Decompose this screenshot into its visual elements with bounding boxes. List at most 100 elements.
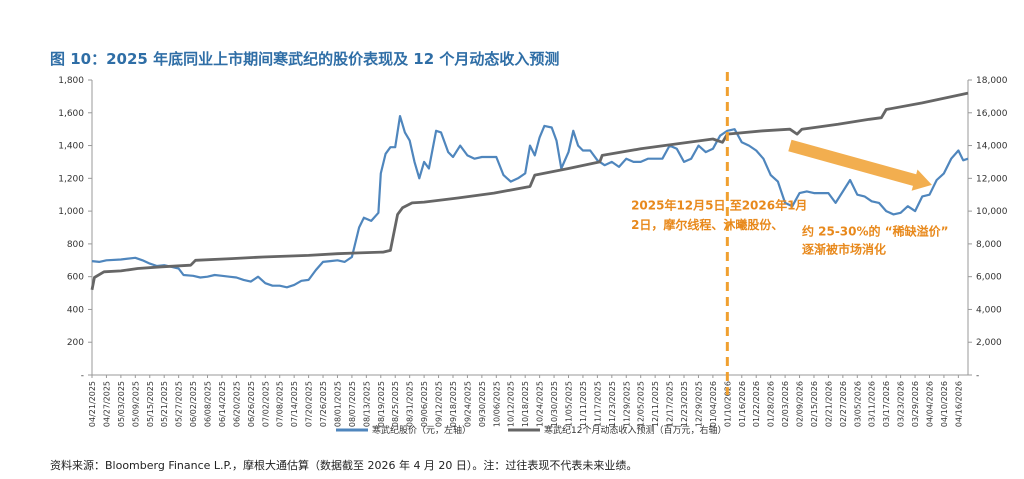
y-right-tick-label: 12,000 <box>976 174 1008 184</box>
x-tick-label: 11/05/2025 <box>565 381 574 427</box>
x-tick-label: 05/15/2025 <box>146 381 155 427</box>
y-right-tick-label: 2,000 <box>976 338 1002 348</box>
x-tick-label: 08/31/2025 <box>406 381 415 427</box>
y-left-tick-label: 1,800 <box>58 76 84 86</box>
x-tick-label: 12/11/2025 <box>651 381 660 427</box>
y-left-tick-label: 600 <box>67 273 84 283</box>
x-tick-label: 07/14/2025 <box>290 381 299 427</box>
source-note: 资料来源：Bloomberg Finance L.P.，摩根大通估算（数据截至 … <box>50 459 638 472</box>
figure-title: 图 10：2025 年底同业上市期间寒武纪的股价表现及 12 个月动态收入预测 <box>50 50 560 68</box>
x-tick-label: 02/21/2026 <box>824 381 833 427</box>
x-tick-label: 11/17/2025 <box>593 381 602 427</box>
x-tick-label: 12/17/2025 <box>666 381 675 427</box>
x-tick-label: 04/16/2026 <box>954 381 963 427</box>
x-tick-label: 09/30/2025 <box>478 381 487 427</box>
x-tick-label: 05/03/2025 <box>117 381 126 427</box>
revenue-series-line <box>90 91 969 291</box>
x-tick-label: 06/26/2025 <box>247 381 256 427</box>
x-axis-tick-labels: 04/21/2025 04/27/2025 05/03/2025 05/09/2025… <box>88 381 963 427</box>
x-tick-label: 03/05/2026 <box>853 381 862 427</box>
y-right-tick-label: 10,000 <box>976 207 1008 217</box>
x-tick-label: 05/09/2025 <box>131 381 140 427</box>
annotation-text: 2日，摩尔线程、沐曦股份、 <box>631 217 783 232</box>
x-tick-label: 02/03/2026 <box>781 381 790 427</box>
x-tick-label: 10/30/2025 <box>550 381 559 427</box>
x-tick-label: 06/08/2025 <box>204 381 213 427</box>
y-right-tick-label: 16,000 <box>976 109 1008 119</box>
x-tick-label: 07/20/2025 <box>305 381 314 427</box>
x-tick-label: 06/02/2025 <box>189 381 198 427</box>
x-tick-label: 01/04/2026 <box>709 381 718 427</box>
x-tick-label: 04/27/2025 <box>102 381 111 427</box>
axes <box>88 79 972 378</box>
annotations: 2025年12月5日 至2026年1月 2日，摩尔线程、沐曦股份、 约 25-30%… <box>631 72 948 395</box>
x-tick-label: 10/06/2025 <box>492 381 501 427</box>
x-tick-label: 10/24/2025 <box>536 381 545 427</box>
y-left-tick-label: - <box>81 371 84 381</box>
trend-arrow <box>788 139 932 191</box>
y-right-tick-label: 6,000 <box>976 273 1002 283</box>
y-right-tick-label: 8,000 <box>976 240 1002 250</box>
x-tick-label: 04/10/2026 <box>940 381 949 427</box>
y-right-tick-label: 18,000 <box>976 76 1008 86</box>
series-lines <box>90 91 969 291</box>
x-tick-label: 01/10/2026 <box>723 381 732 427</box>
y-left-tick-label: 1,000 <box>58 207 84 217</box>
annotation-text: 逐渐被市场消化 <box>802 242 886 257</box>
x-tick-label: 08/25/2025 <box>391 381 400 427</box>
x-tick-label: 07/08/2025 <box>276 381 285 427</box>
x-tick-label: 11/23/2025 <box>608 381 617 427</box>
legend-price-label: 寒武纪股价（元，左轴） <box>372 424 471 436</box>
legend-revenue-label: 寒武纪12个月动态收入预测（百万元，右轴） <box>544 424 726 436</box>
x-tick-label: 10/12/2025 <box>507 381 516 427</box>
x-tick-label: 08/13/2025 <box>362 381 371 427</box>
y-axis-left-tick-labels: - 200 400 600 800 1,000 1,200 1,400 1,600 1,800 <box>58 76 84 381</box>
y-left-tick-label: 400 <box>67 305 84 315</box>
x-tick-label: 12/05/2025 <box>637 381 646 427</box>
x-tick-label: 01/16/2026 <box>738 381 747 427</box>
x-tick-label: 10/18/2025 <box>521 381 530 427</box>
y-right-tick-label: 14,000 <box>976 142 1008 152</box>
y-right-tick-label: - <box>976 371 979 381</box>
x-tick-label: 04/04/2026 <box>925 381 934 427</box>
x-tick-label: 05/21/2025 <box>160 381 169 427</box>
legend: 寒武纪股价（元，左轴） 寒武纪12个月动态收入预测（百万元，右轴） <box>336 424 726 436</box>
y-left-tick-label: 800 <box>67 240 84 250</box>
x-tick-label: 05/27/2025 <box>175 381 184 427</box>
x-tick-label: 12/29/2025 <box>694 381 703 427</box>
x-tick-label: 02/15/2026 <box>810 381 819 427</box>
x-tick-label: 03/23/2026 <box>897 381 906 427</box>
annotation-text: 2025年12月5日 至2026年1月 <box>631 197 807 212</box>
y-left-tick-label: 1,200 <box>58 174 84 184</box>
x-tick-label: 08/19/2025 <box>377 381 386 427</box>
x-tick-label: 02/09/2026 <box>796 381 805 427</box>
y-left-tick-label: 1,400 <box>58 142 84 152</box>
x-tick-label: 09/06/2025 <box>420 381 429 427</box>
y-axis-right-tick-labels: - 2,000 4,000 6,000 8,000 10,000 12,000 14,000 1… <box>976 76 1008 381</box>
x-tick-label: 09/12/2025 <box>435 381 444 427</box>
x-tick-label: 01/28/2026 <box>767 381 776 427</box>
x-tick-label: 09/18/2025 <box>449 381 458 427</box>
x-tick-label: 08/07/2025 <box>348 381 357 427</box>
y-right-tick-label: 4,000 <box>976 305 1002 315</box>
x-tick-label: 06/14/2025 <box>218 381 227 427</box>
x-tick-label: 09/24/2025 <box>463 381 472 427</box>
x-tick-label: 08/01/2025 <box>333 381 342 427</box>
x-tick-label: 03/29/2026 <box>911 381 920 427</box>
price-series-line <box>91 114 969 289</box>
x-tick-label: 11/29/2025 <box>622 381 631 427</box>
x-tick-label: 03/17/2026 <box>882 381 891 427</box>
x-tick-label: 06/20/2025 <box>232 381 241 427</box>
annotation-text: 约 25-30%的 “稀缺溢价” <box>802 224 949 239</box>
y-left-tick-label: 1,600 <box>58 109 84 119</box>
x-tick-label: 01/22/2026 <box>752 381 761 427</box>
x-tick-label: 03/11/2026 <box>868 381 877 427</box>
x-tick-label: 07/26/2025 <box>319 381 328 427</box>
x-tick-label: 02/27/2026 <box>839 381 848 427</box>
x-tick-label: 07/02/2025 <box>261 381 270 427</box>
x-tick-label: 11/11/2025 <box>579 381 588 427</box>
x-tick-label: 04/21/2025 <box>88 381 97 427</box>
y-left-tick-label: 200 <box>67 338 84 348</box>
x-tick-label: 12/23/2025 <box>680 381 689 427</box>
